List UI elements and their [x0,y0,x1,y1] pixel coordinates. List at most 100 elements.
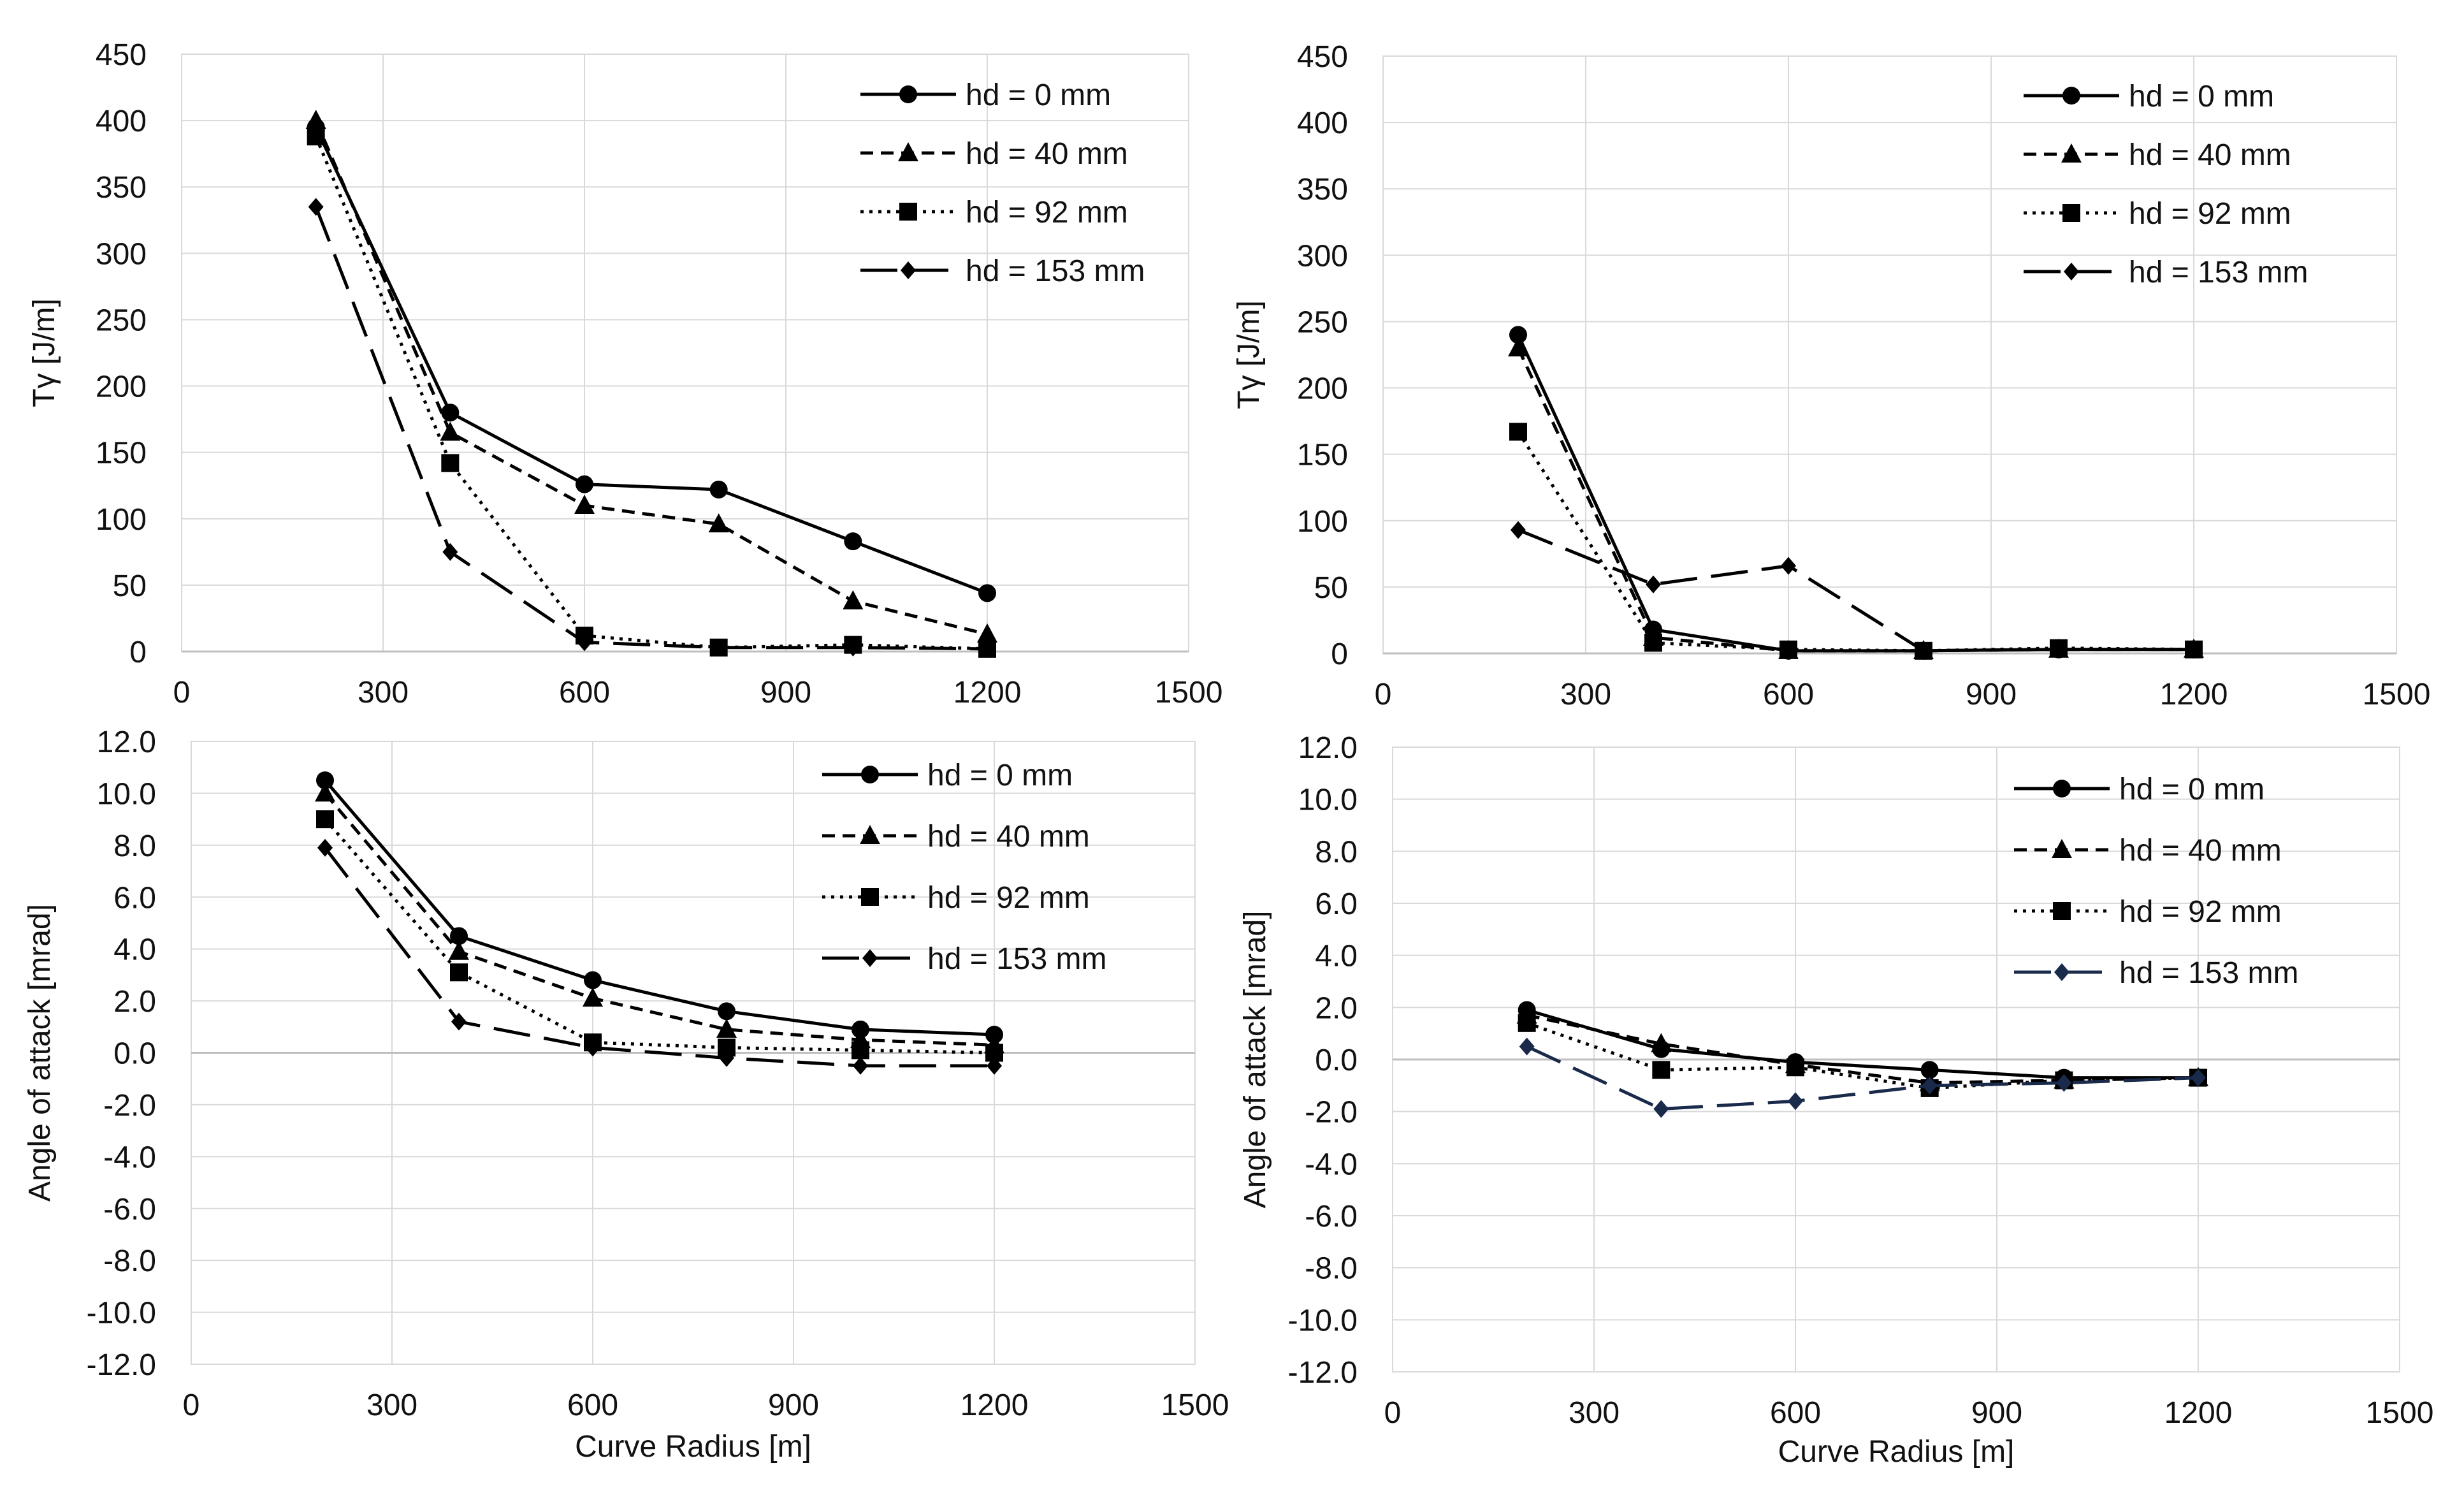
x-tick-label: 1500 [2363,678,2431,711]
data-point [317,838,333,857]
series-line [1518,528,2194,653]
data-point [442,542,458,561]
data-point [708,513,729,533]
x-tick-label: 300 [366,1388,417,1422]
y-tick-label: 350 [1297,173,1348,207]
x-tick-label: 1200 [2160,678,2228,711]
data-point [308,198,324,216]
chart-panel-2: 0 300 600 900 1200 1500 0 50 100 150 200 250 300 350 4… [1232,40,2430,711]
x-tick-label: 1500 [1155,676,1223,710]
data-point [1519,1037,1535,1056]
y-tick-label: 300 [96,237,147,271]
legend: hd = 0 mm hd = 40 mm hd = 92 mm hd = 153 mm [860,78,1145,288]
x-tick-label: 0 [1375,678,1392,711]
legend-label: hd = 92 mm [2129,197,2291,231]
data-point [718,1002,736,1021]
legend-marker [2064,263,2079,280]
legend-label: hd = 40 mm [2129,138,2291,172]
data-point [450,963,468,982]
legend-label: hd = 153 mm [2129,256,2308,289]
y-tick-label: -4.0 [103,1140,156,1174]
y-tick-label: -8.0 [103,1244,156,1278]
x-tick-label: 600 [1763,678,1814,711]
data-point [987,1056,1002,1075]
legend-label: hd = 0 mm [2119,773,2265,806]
series-line [1526,1008,2198,1080]
x-tick-label: 900 [760,676,811,710]
data-point [2056,1074,2072,1092]
data-point [980,639,995,658]
x-tick-label: 600 [1770,1396,1821,1430]
legend-marker [2062,87,2080,105]
data-point [577,633,592,652]
legend-label: hd = 0 mm [927,759,1073,792]
y-tick-label: 6.0 [1315,887,1358,921]
legend-label: hd = 92 mm [966,196,1128,229]
legend-label: hd = 40 mm [927,820,1090,854]
y-tick-label: 0.0 [113,1037,156,1071]
y-tick-label: 350 [96,171,147,205]
y-tick-label: 300 [1297,239,1348,273]
data-point [844,532,862,551]
x-tick-label: 1200 [953,676,1022,710]
series-line [1526,1045,2199,1111]
y-tick-label: 8.0 [113,829,156,863]
legend-marker [899,85,917,103]
legend-marker [862,949,878,967]
series-line [314,120,988,636]
series-hd-0-mm [316,771,1003,1044]
series-line [324,792,995,1047]
y-tick-label: 4.0 [1315,940,1358,973]
y-tick-label: 2.0 [113,985,156,1019]
legend-label: hd = 153 mm [966,254,1145,288]
y-tick-label: 50 [113,569,147,603]
legend-marker [861,766,879,783]
series-line [324,847,994,1068]
y-tick-label: -6.0 [103,1193,156,1227]
series-hd-153-mm [1511,521,2201,660]
y-tick-label: -12.0 [87,1348,156,1382]
data-point [711,638,727,657]
data-point [1646,575,1661,593]
y-tick-label: 50 [1314,571,1348,605]
legend-marker [2061,143,2082,163]
data-point [853,1056,868,1075]
data-point [1509,326,1527,344]
data-point [977,623,997,643]
legend-marker [899,203,917,221]
y-axis-label: Angle of attack [mrad] [1238,911,1272,1209]
x-tick-label: 1200 [2164,1396,2233,1430]
data-point [305,110,326,129]
series-hd-153-mm [1519,1037,2206,1118]
y-tick-label: 150 [1297,439,1348,472]
y-tick-label: 450 [96,38,147,72]
y-tick-label: -8.0 [1305,1252,1358,1286]
legend-marker [860,825,880,844]
data-point [585,1038,600,1057]
y-tick-label: -2.0 [1305,1096,1358,1130]
y-tick-label: 6.0 [113,881,156,915]
legend-marker [861,888,879,906]
data-point [1508,337,1528,357]
series-line [324,779,995,1037]
x-tick-label: 900 [1966,678,2017,711]
y-tick-label: 12.0 [1298,731,1358,765]
data-point [1651,1033,1672,1052]
legend-label: hd = 0 mm [966,78,1111,112]
y-tick-label: 450 [1297,40,1348,74]
y-axis-label: Angle of attack [mrad] [23,904,57,1202]
x-tick-label: 900 [1971,1396,2022,1430]
data-point [1653,1100,1669,1118]
x-axis-label: Curve Radius [m] [575,1430,811,1464]
series-line [314,206,988,651]
series-line [1526,1021,2199,1090]
x-tick-label: 0 [183,1388,200,1422]
legend-marker [2052,839,2072,858]
x-tick-label: 300 [1560,678,1611,711]
data-point [449,940,469,960]
chart-panel-1: 0 300 600 900 1200 1500 0 50 100 150 200 250 300 350 4… [27,38,1222,710]
chart-panel-3: 0 300 600 900 1200 1500 -12.0 -10.0 -8.0 -6.0 -4.0… [23,725,1229,1464]
data-point [451,1012,467,1031]
x-tick-label: 1200 [960,1388,1029,1422]
series-hd-153-mm [308,198,995,658]
